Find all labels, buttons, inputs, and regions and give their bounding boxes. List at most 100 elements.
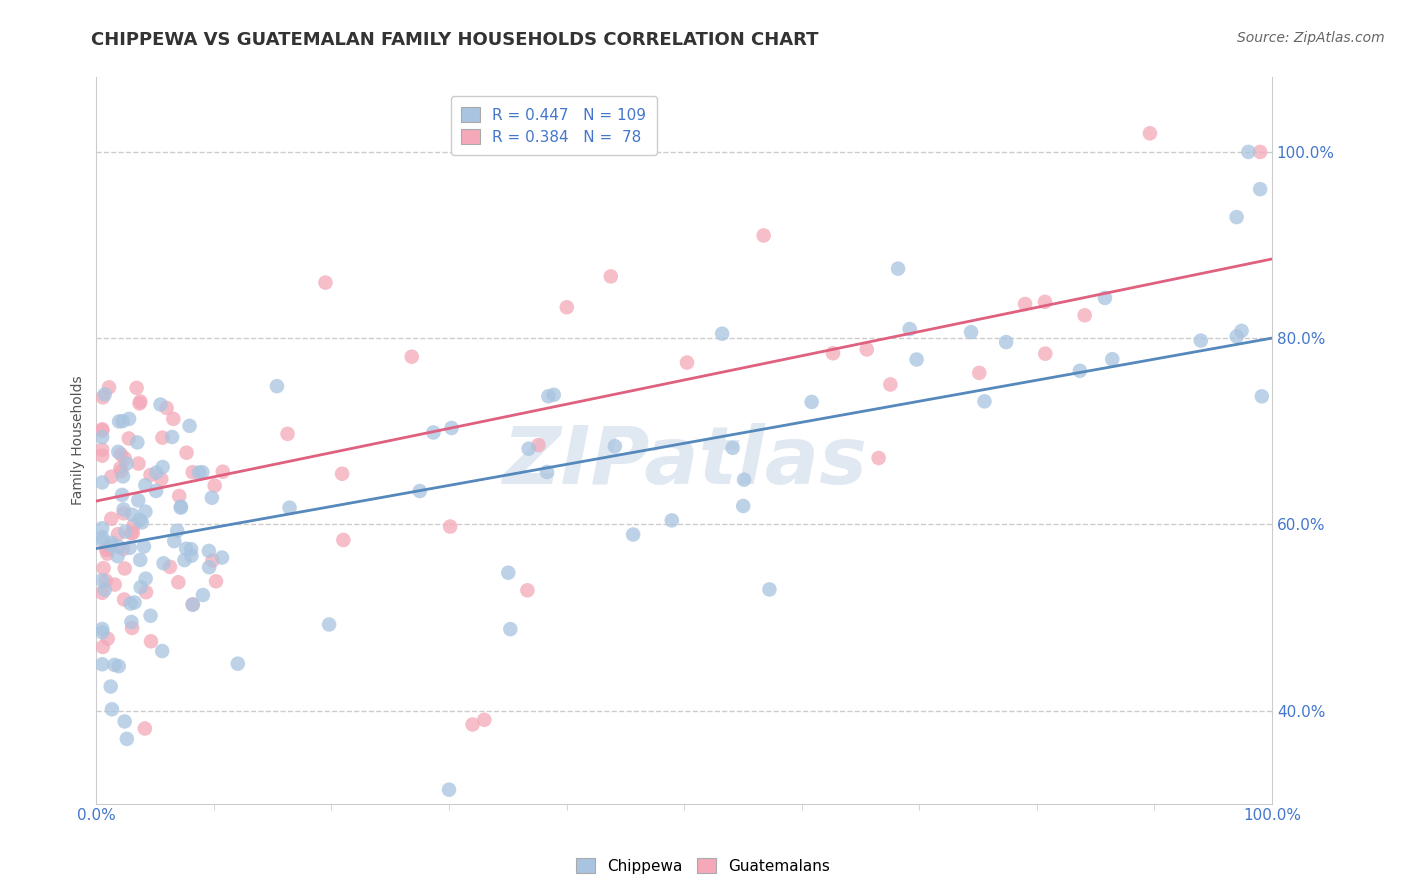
Point: [100, 539, 122, 553]
Point: [167, 575, 190, 590]
Point: [93, 561, 115, 575]
Point: [187, 466, 209, 480]
Point: [733, 499, 755, 513]
Point: [107, 549, 129, 564]
Text: CHIPPEWA VS GUATEMALAN FAMILY HOUSEHOLDS CORRELATION CHART: CHIPPEWA VS GUATEMALAN FAMILY HOUSEHOLDS…: [91, 31, 818, 49]
Point: [132, 540, 155, 554]
Point: [139, 608, 162, 623]
Point: [150, 644, 173, 658]
Point: [330, 467, 353, 481]
Point: [1230, 324, 1253, 338]
Point: [112, 541, 135, 556]
Point: [676, 355, 699, 369]
Text: ZIPatlas: ZIPatlas: [502, 424, 866, 501]
Point: [114, 451, 136, 466]
Point: [1237, 145, 1260, 159]
Point: [1249, 182, 1271, 196]
Point: [127, 493, 149, 508]
Point: [114, 714, 136, 729]
Point: [170, 500, 193, 514]
Point: [332, 533, 354, 547]
Point: [100, 469, 122, 483]
Point: [496, 566, 519, 580]
Point: [96, 547, 118, 561]
Point: [91, 442, 114, 457]
Point: [733, 473, 755, 487]
Point: [898, 322, 921, 336]
Point: [150, 472, 173, 486]
Point: [91, 573, 114, 587]
Point: [112, 506, 135, 520]
Point: [191, 588, 214, 602]
Point: [91, 430, 114, 444]
Point: [159, 559, 181, 574]
Point: [440, 421, 463, 435]
Point: [527, 438, 550, 452]
Point: [1189, 334, 1212, 348]
Point: [104, 577, 127, 591]
Point: [101, 702, 124, 716]
Point: [121, 508, 143, 522]
Point: [543, 388, 565, 402]
Point: [112, 469, 135, 483]
Point: [110, 461, 132, 475]
Point: [198, 560, 221, 574]
Point: [181, 465, 204, 479]
Point: [555, 300, 578, 314]
Point: [905, 352, 928, 367]
Point: [145, 466, 167, 480]
Point: [621, 527, 644, 541]
Point: [1139, 126, 1161, 140]
Point: [107, 527, 129, 541]
Point: [191, 465, 214, 479]
Point: [163, 534, 186, 549]
Point: [181, 597, 204, 611]
Point: [198, 544, 221, 558]
Point: [107, 540, 129, 554]
Point: [127, 435, 149, 450]
Point: [152, 556, 174, 570]
Point: [277, 426, 299, 441]
Point: [129, 580, 152, 594]
Point: [472, 713, 495, 727]
Point: [800, 395, 823, 409]
Point: [91, 586, 114, 600]
Point: [120, 597, 142, 611]
Point: [134, 478, 156, 492]
Point: [401, 350, 423, 364]
Point: [1014, 297, 1036, 311]
Point: [128, 396, 150, 410]
Point: [100, 512, 122, 526]
Point: [91, 625, 114, 640]
Point: [499, 622, 522, 636]
Point: [758, 582, 780, 597]
Point: [110, 464, 132, 478]
Point: [118, 541, 141, 555]
Point: [166, 524, 188, 538]
Point: [111, 488, 134, 502]
Point: [1101, 352, 1123, 367]
Point: [973, 394, 995, 409]
Point: [145, 483, 167, 498]
Legend: R = 0.447   N = 109, R = 0.384   N =  78: R = 0.447 N = 109, R = 0.384 N = 78: [451, 96, 657, 155]
Point: [129, 394, 152, 409]
Point: [278, 500, 301, 515]
Point: [118, 412, 141, 426]
Point: [266, 379, 288, 393]
Y-axis label: Family Households: Family Households: [72, 376, 86, 506]
Point: [94, 387, 117, 401]
Point: [879, 377, 901, 392]
Point: [121, 621, 143, 635]
Point: [461, 717, 484, 731]
Point: [167, 489, 190, 503]
Point: [855, 343, 877, 357]
Point: [107, 445, 129, 459]
Point: [121, 525, 143, 540]
Point: [173, 553, 195, 567]
Point: [180, 542, 202, 557]
Text: Source: ZipAtlas.com: Source: ZipAtlas.com: [1237, 31, 1385, 45]
Point: [91, 390, 114, 404]
Legend: Chippewa, Guatemalans: Chippewa, Guatemalans: [569, 852, 837, 880]
Point: [124, 595, 146, 609]
Point: [439, 519, 461, 533]
